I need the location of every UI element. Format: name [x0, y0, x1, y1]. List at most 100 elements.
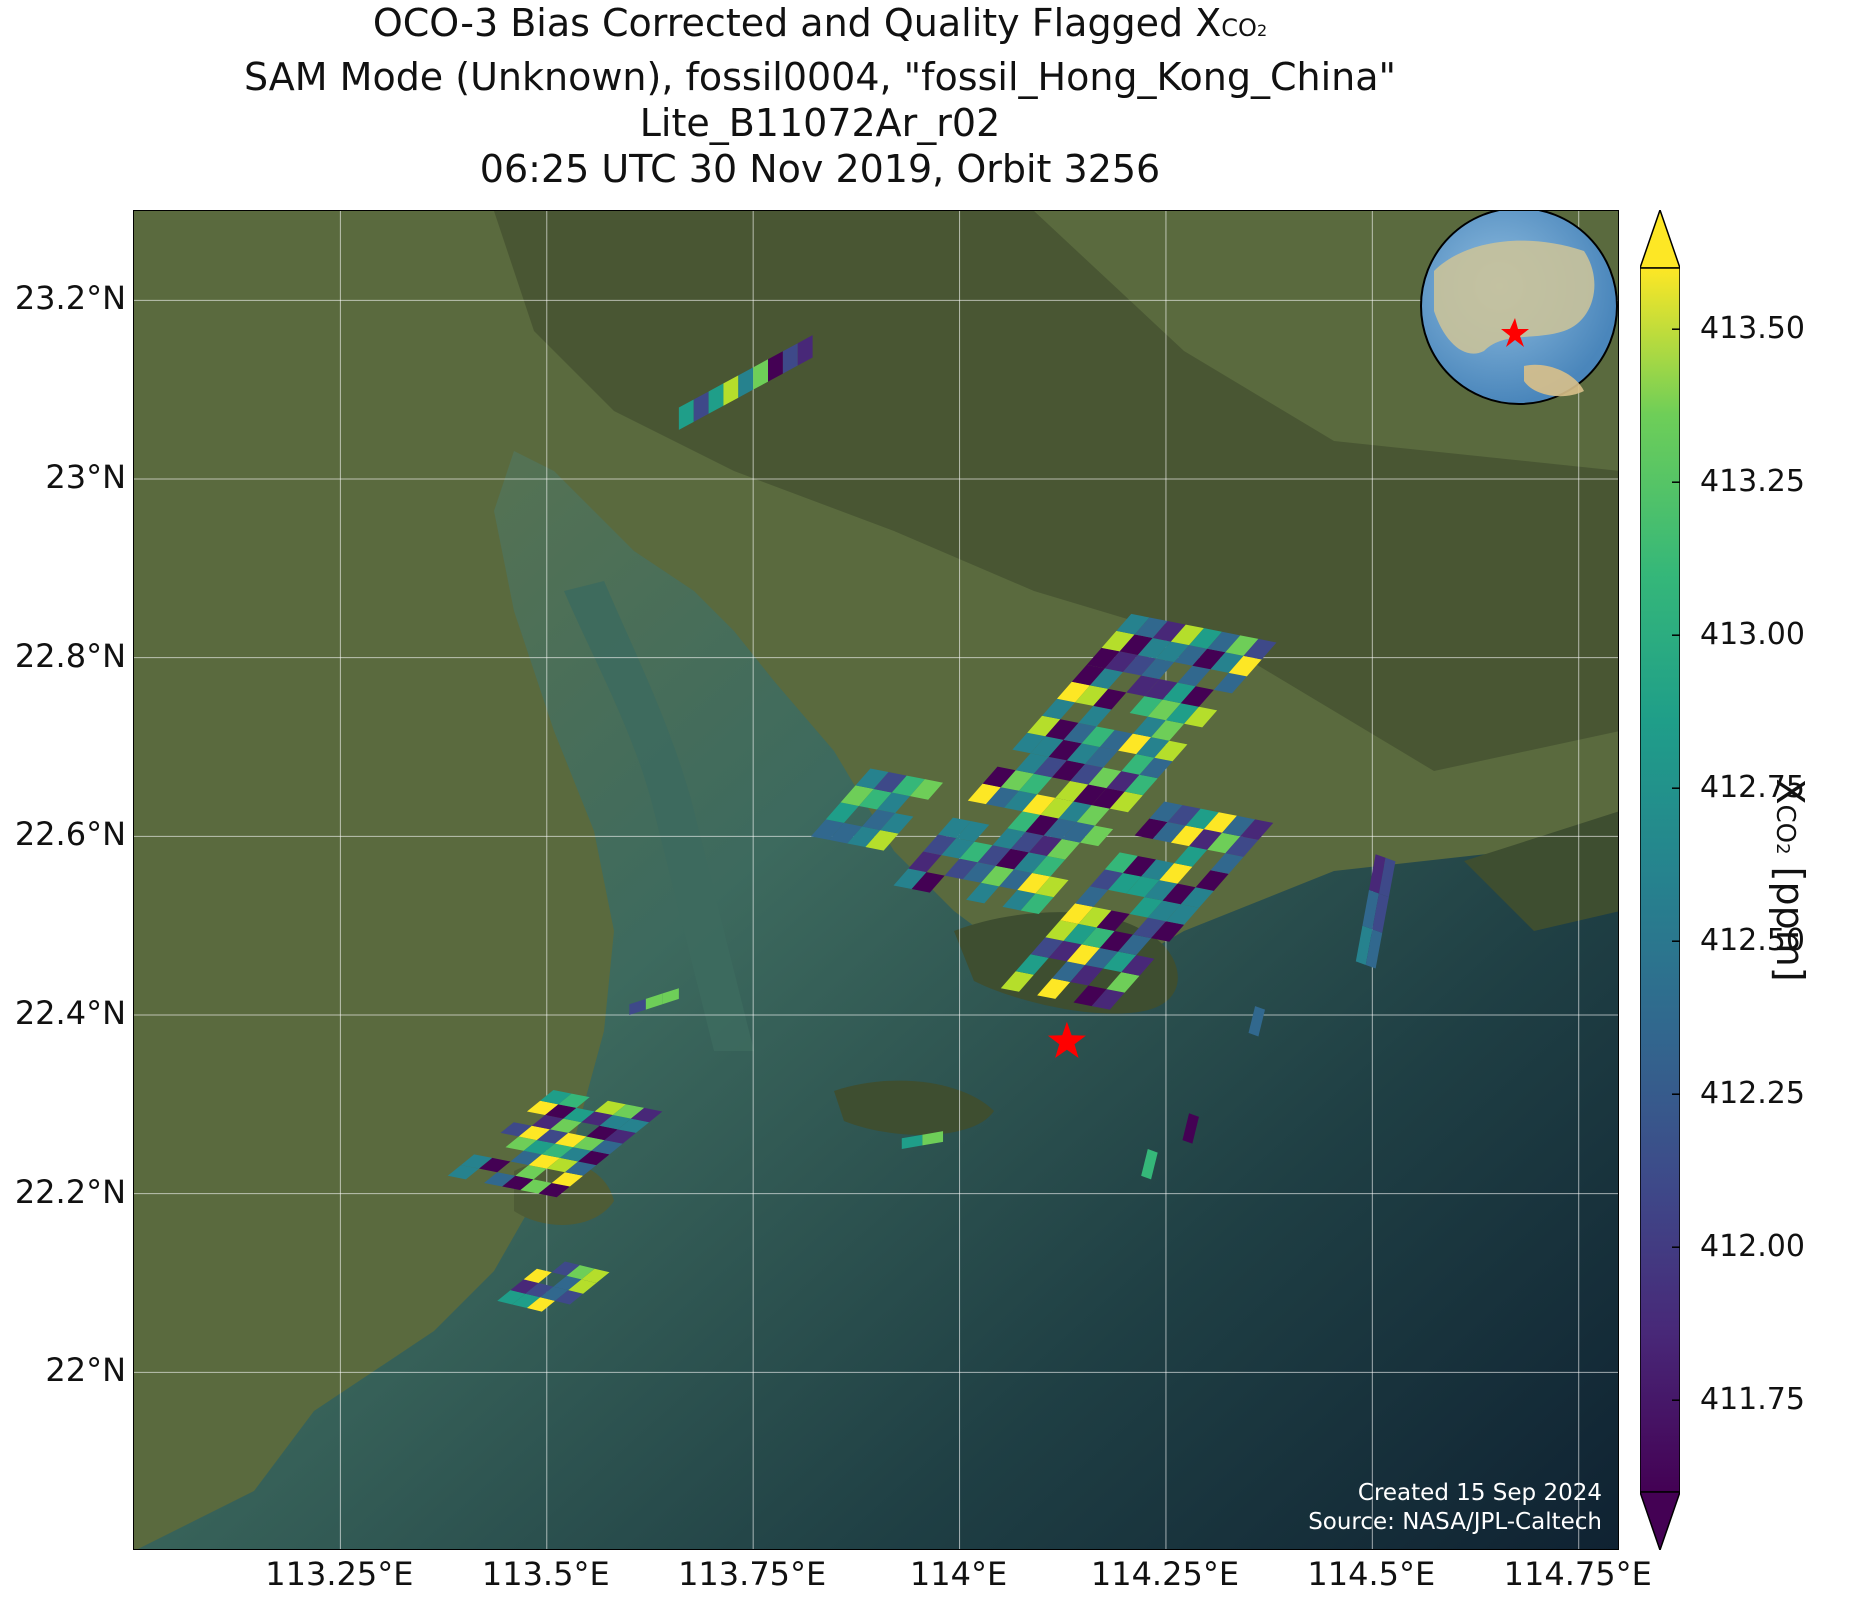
colorbar-tick-label: 413.00	[1700, 617, 1805, 653]
xco2-sounding	[922, 1131, 944, 1146]
xco2-sounding	[1106, 972, 1140, 993]
xco2-sounding	[1149, 801, 1183, 823]
xco2-sounding	[1159, 863, 1193, 884]
xco2-sounding	[1070, 763, 1104, 785]
xco2-sounding	[1126, 675, 1160, 697]
xco2-sounding	[941, 838, 975, 859]
xco2-sounding	[1007, 811, 1041, 832]
data-source: Source: NASA/JPL-Caltech	[1308, 1509, 1602, 1535]
xco2-sounding	[1071, 664, 1105, 686]
xco2-sounding	[1156, 641, 1190, 663]
xco2-sounding	[911, 872, 945, 893]
xco2-sounding	[1177, 665, 1211, 687]
xco2-sounding	[599, 1115, 631, 1130]
xco2-sounding	[1047, 839, 1081, 860]
xco2-sounding	[1076, 805, 1110, 826]
xco2-sounding	[1147, 900, 1181, 922]
xco2-sounding	[573, 1136, 605, 1151]
xco2-sounding	[1085, 948, 1119, 969]
xco2-sounding	[510, 1279, 539, 1294]
latitude-tick-label: 22.6°N	[14, 815, 126, 854]
longitude-tick-label: 114°E	[909, 1555, 1008, 1593]
xco2-sounding	[528, 1154, 560, 1169]
xco2-sounding	[1073, 784, 1107, 806]
xco2-sounding	[1134, 617, 1168, 639]
xco2-sounding	[551, 1172, 584, 1187]
xco2-sounding	[555, 1290, 584, 1305]
xco2-sounding	[553, 1275, 582, 1291]
xco2-sounding	[1121, 754, 1155, 775]
xco2-sounding	[901, 1134, 923, 1149]
latitude-tick-label: 22°N	[45, 1351, 126, 1390]
xco2-sounding	[967, 783, 1001, 805]
xco2-sounding	[578, 1150, 610, 1166]
xco2-sounding	[551, 1261, 580, 1276]
xco2-sounding	[497, 1290, 526, 1305]
longitude-tick-label: 113.25°E	[265, 1555, 414, 1593]
xco2-sounding	[1378, 857, 1396, 898]
xco2-sounding	[629, 998, 646, 1015]
xco2-sounding	[531, 1115, 564, 1130]
xco2-sounding	[1210, 652, 1244, 673]
title-line-3: Lite_B11072Ar_r02	[639, 101, 1001, 145]
xco2-sounding	[723, 375, 739, 406]
xco2-sounding	[1088, 767, 1122, 789]
xco2-sounding	[1106, 771, 1140, 792]
xco2-sounding	[518, 1125, 551, 1141]
xco2-sounding	[1210, 853, 1244, 874]
xco2-sounding	[581, 1268, 610, 1283]
xco2-sounding	[1081, 726, 1115, 747]
macau-area	[514, 1161, 614, 1225]
globe-star-icon	[1501, 318, 1529, 347]
xco2-sounding	[1012, 732, 1046, 754]
xco2-sounding	[500, 1122, 532, 1137]
xco2-sounding	[1096, 910, 1130, 932]
east-coast-land	[1464, 811, 1618, 931]
xco2-sounding	[538, 1182, 570, 1198]
xco2-sounding	[1228, 655, 1262, 677]
xco2-sounding	[515, 1165, 547, 1180]
xco2-sounding	[782, 343, 798, 374]
xco2-sounding	[1081, 927, 1115, 948]
xco2-sounding	[604, 1129, 636, 1144]
xco2-sounding	[1104, 651, 1138, 672]
latitude-tick-label: 22.8°N	[14, 636, 126, 675]
xco2-sounding	[1056, 681, 1090, 703]
xco2-sounding	[645, 993, 663, 1010]
xco2-sounding	[1078, 705, 1112, 727]
xco2-sounding	[512, 1293, 541, 1309]
xco2-sounding	[1033, 756, 1067, 778]
pearl-river	[564, 581, 754, 1051]
xco2-sounding	[555, 1132, 587, 1148]
xco2-sounding	[862, 809, 896, 831]
xco2-sounding	[1129, 897, 1163, 918]
xco2-sounding	[1141, 658, 1175, 680]
xco2-sounding	[1078, 906, 1112, 928]
colorbar-tick-label: 412.50	[1700, 923, 1805, 959]
xco2-sounding	[1372, 893, 1389, 933]
xco2-sounding	[938, 817, 972, 839]
xco2-sounding	[1139, 757, 1173, 779]
xco2-sounding	[586, 1125, 618, 1141]
xco2-sounding	[873, 772, 907, 793]
xco2-sounding	[526, 1297, 556, 1312]
xco2-sounding	[1089, 668, 1124, 689]
xco2-sounding	[502, 1175, 534, 1191]
xco2-sounding	[505, 1136, 537, 1151]
xco2-sounding	[880, 813, 914, 834]
xco2-sounding	[1240, 819, 1274, 840]
xco2-sounding	[1045, 920, 1079, 941]
xco2-sounding	[768, 351, 783, 382]
xco2-sounding	[1089, 869, 1124, 890]
xco2-sounding	[1032, 855, 1066, 877]
xco2-sounding	[1063, 923, 1097, 945]
xco2-sounding	[662, 988, 679, 1005]
xco2-sounding	[1162, 682, 1196, 704]
satellite-basemap	[134, 211, 1618, 1549]
xco2-sounding	[558, 1093, 590, 1108]
xco2-sounding	[1129, 696, 1163, 717]
xco2-sounding	[797, 335, 813, 366]
xco2-sounding	[1225, 836, 1259, 857]
longitude-tick-label: 114.75°E	[1503, 1555, 1652, 1593]
xco2-sounding	[810, 819, 844, 840]
